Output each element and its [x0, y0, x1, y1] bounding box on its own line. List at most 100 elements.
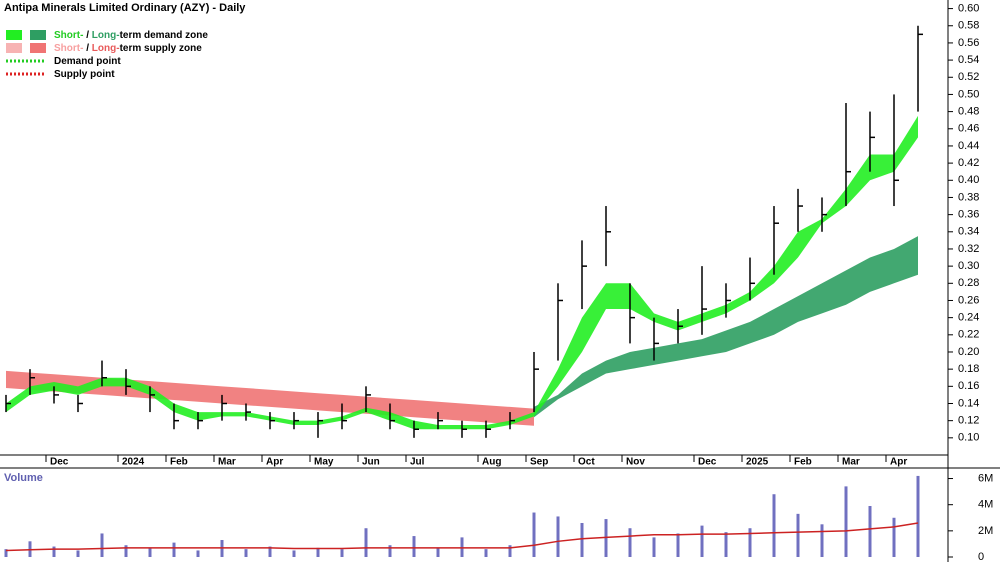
- volume-bar: [652, 537, 656, 557]
- volume-bar: [316, 547, 320, 557]
- volume-bar: [292, 550, 296, 557]
- volume-bar: [772, 494, 776, 557]
- x-tick-label: Feb: [794, 457, 812, 468]
- legend-label: Supply point: [54, 69, 115, 80]
- y-tick-label: 0.24: [958, 312, 979, 324]
- x-tick-label: Apr: [266, 457, 283, 468]
- volume-bar: [748, 528, 752, 557]
- y-tick-label: 0.54: [958, 54, 979, 66]
- y-tick-label: 0.48: [958, 106, 979, 118]
- x-tick-label: Apr: [890, 457, 907, 468]
- volume-ma-line: [5, 522, 919, 552]
- y-tick-label: 0.38: [958, 191, 979, 203]
- y-tick-label: 0.40: [958, 174, 979, 186]
- y-tick-label: 6M: [978, 472, 993, 484]
- x-tick-label: May: [314, 457, 334, 468]
- y-tick-label: 0.36: [958, 209, 979, 221]
- x-tick-label: 2025: [746, 457, 769, 468]
- volume-bar: [364, 528, 368, 557]
- legend-swatch: [6, 30, 22, 40]
- y-tick-label: 0.56: [958, 37, 979, 49]
- legend-text: Demand point: [54, 56, 121, 67]
- legend-text: term supply zone: [120, 43, 203, 54]
- y-tick-label: 0.28: [958, 277, 979, 289]
- y-tick-label: 0.20: [958, 346, 979, 358]
- volume-bar: [76, 550, 80, 557]
- volume-bar: [868, 506, 872, 557]
- legend-text: Long-: [92, 30, 120, 41]
- legend-text: Short-: [54, 43, 83, 54]
- x-tick-label: Oct: [578, 457, 595, 468]
- legend-swatch: [30, 43, 46, 53]
- y-tick-label: 0.30: [958, 260, 979, 272]
- volume-bar: [628, 528, 632, 557]
- x-tick-label: Feb: [170, 457, 188, 468]
- volume-bar: [844, 486, 848, 557]
- y-tick-label: 0.22: [958, 329, 979, 341]
- volume-bar: [580, 523, 584, 557]
- legend-text: /: [83, 30, 91, 41]
- x-tick-label: Nov: [626, 457, 645, 468]
- chart-title: Antipa Minerals Limited Ordinary (AZY) -…: [4, 2, 246, 14]
- volume-bar: [532, 512, 536, 557]
- x-tick-label: Jul: [410, 457, 425, 468]
- volume-bar: [124, 545, 128, 557]
- legend-text: Long-: [92, 43, 120, 54]
- y-tick-label: 0.44: [958, 140, 979, 152]
- x-tick-label: Sep: [530, 457, 548, 468]
- volume-bar: [436, 547, 440, 557]
- volume-bar: [412, 536, 416, 557]
- y-tick-label: 0.10: [958, 432, 979, 444]
- x-tick-label: Dec: [50, 457, 69, 468]
- y-tick-label: 2M: [978, 525, 993, 537]
- y-tick-label: 0.32: [958, 243, 979, 255]
- volume-bar: [484, 549, 488, 557]
- x-tick-label: Mar: [218, 457, 236, 468]
- y-tick-label: 0.34: [958, 226, 979, 238]
- volume-bar: [268, 546, 272, 557]
- y-tick-label: 0.50: [958, 88, 979, 100]
- volume-bar: [52, 546, 56, 557]
- legend-text: Short-: [54, 30, 83, 41]
- volume-bar: [700, 525, 704, 557]
- legend-text: term demand zone: [120, 30, 209, 41]
- volume-bar: [676, 533, 680, 557]
- volume-title: Volume: [4, 472, 43, 484]
- volume-bar: [100, 533, 104, 557]
- volume-bar: [556, 516, 560, 557]
- x-tick-label: Aug: [482, 457, 501, 468]
- volume-bar: [244, 549, 248, 557]
- volume-bar: [820, 524, 824, 557]
- legend-text: Supply point: [54, 69, 115, 80]
- x-tick-label: Jun: [362, 457, 380, 468]
- legend-label: Demand point: [54, 56, 121, 67]
- legend-text: /: [83, 43, 91, 54]
- y-tick-label: 0.16: [958, 380, 979, 392]
- volume-bar: [172, 542, 176, 557]
- y-tick-label: 0.58: [958, 20, 979, 32]
- y-tick-label: 0.12: [958, 415, 979, 427]
- legend-label: Short- / Long-term supply zone: [54, 43, 202, 54]
- volume-bar: [892, 517, 896, 557]
- volume-bar: [388, 545, 392, 557]
- legend-swatch: [6, 43, 22, 53]
- zone-band: [534, 236, 918, 418]
- volume-bar: [4, 549, 8, 557]
- y-tick-label: 0.26: [958, 294, 979, 306]
- y-tick-label: 4M: [978, 499, 993, 511]
- volume-bar: [340, 549, 344, 557]
- y-tick-label: 0.52: [958, 71, 979, 83]
- y-tick-label: 0: [978, 551, 984, 562]
- volume-bar: [916, 475, 920, 557]
- y-tick-label: 0.60: [958, 2, 979, 14]
- x-tick-label: 2024: [122, 457, 145, 468]
- volume-bar: [196, 550, 200, 557]
- y-tick-label: 0.46: [958, 123, 979, 135]
- x-tick-label: Dec: [698, 457, 717, 468]
- volume-bar: [796, 513, 800, 557]
- volume-bar: [508, 545, 512, 557]
- y-tick-label: 0.42: [958, 157, 979, 169]
- x-tick-label: Mar: [842, 457, 860, 468]
